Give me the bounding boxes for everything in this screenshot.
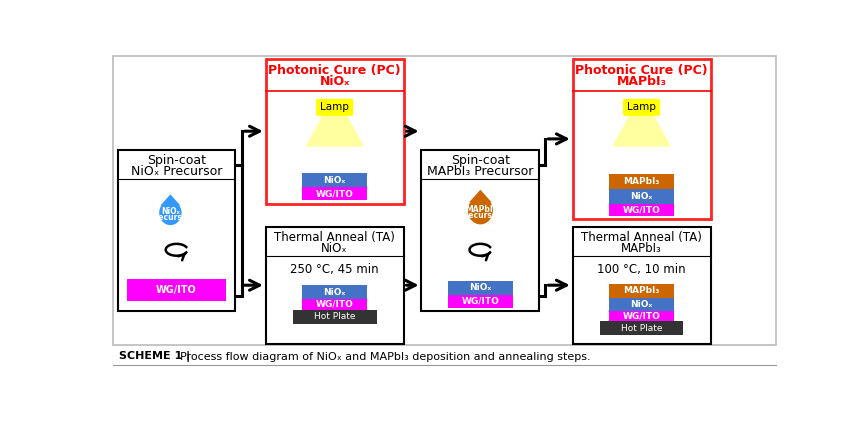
Text: precursor: precursor xyxy=(460,211,501,220)
Polygon shape xyxy=(612,114,671,147)
Bar xyxy=(302,285,368,299)
Text: WG/ITO: WG/ITO xyxy=(316,189,354,198)
Bar xyxy=(302,173,368,187)
Bar xyxy=(293,310,376,324)
Bar xyxy=(118,150,236,311)
Text: WG/ITO: WG/ITO xyxy=(623,311,661,320)
Text: MAPbI₃: MAPbI₃ xyxy=(465,204,496,213)
Text: 250 °C, 45 min: 250 °C, 45 min xyxy=(290,263,379,276)
Text: Photonic Cure (PC): Photonic Cure (PC) xyxy=(269,64,401,77)
Bar xyxy=(265,227,404,344)
Bar xyxy=(572,59,711,219)
Polygon shape xyxy=(160,194,180,205)
Text: Lamp: Lamp xyxy=(320,102,349,112)
Text: Thermal Anneal (TA): Thermal Anneal (TA) xyxy=(274,231,395,244)
Bar xyxy=(609,174,675,189)
Bar xyxy=(600,321,683,335)
Polygon shape xyxy=(305,114,364,147)
Text: NiOₓ Precursor: NiOₓ Precursor xyxy=(131,165,222,178)
Text: NiOₓ: NiOₓ xyxy=(469,283,492,292)
Text: NiOₓ: NiOₓ xyxy=(322,242,348,255)
Text: Lamp: Lamp xyxy=(627,102,656,112)
Text: Hot Plate: Hot Plate xyxy=(314,312,355,321)
Bar xyxy=(127,279,226,301)
Text: NiOₓ: NiOₓ xyxy=(161,207,179,216)
Text: NiOₓ: NiOₓ xyxy=(323,176,346,184)
Text: MAPbI₃ Precursor: MAPbI₃ Precursor xyxy=(427,165,533,178)
Bar xyxy=(609,311,675,321)
Bar xyxy=(609,297,675,311)
Bar xyxy=(265,59,404,204)
Text: Photonic Cure (PC): Photonic Cure (PC) xyxy=(576,64,707,77)
Bar xyxy=(609,189,675,204)
Text: Hot Plate: Hot Plate xyxy=(621,324,662,333)
Text: WG/ITO: WG/ITO xyxy=(623,205,661,214)
Text: NiOₓ: NiOₓ xyxy=(630,192,653,201)
Bar xyxy=(302,187,368,200)
Text: WG/ITO: WG/ITO xyxy=(156,285,197,295)
Text: SCHEME 1 |: SCHEME 1 | xyxy=(120,351,191,362)
Ellipse shape xyxy=(468,197,493,225)
Text: Thermal Anneal (TA): Thermal Anneal (TA) xyxy=(581,231,702,244)
Bar xyxy=(609,204,675,216)
Text: Spin-coat: Spin-coat xyxy=(147,154,206,167)
Text: NiOₓ: NiOₓ xyxy=(320,75,349,89)
Text: Process flow diagram of NiOₓ and MAPbI₃ deposition and annealing steps.: Process flow diagram of NiOₓ and MAPbI₃ … xyxy=(180,352,591,362)
Text: precursor: precursor xyxy=(149,213,192,222)
Text: MAPbI₃: MAPbI₃ xyxy=(621,242,662,255)
FancyBboxPatch shape xyxy=(623,99,660,116)
Ellipse shape xyxy=(160,201,181,225)
Text: NiOₓ: NiOₓ xyxy=(630,299,653,308)
Text: WG/ITO: WG/ITO xyxy=(461,297,499,306)
Bar xyxy=(609,285,675,297)
FancyBboxPatch shape xyxy=(316,99,353,116)
Text: MAPbI₃: MAPbI₃ xyxy=(623,286,660,296)
Bar xyxy=(572,227,711,344)
Text: WG/ITO: WG/ITO xyxy=(316,300,354,309)
Text: MAPbI₃: MAPbI₃ xyxy=(623,177,660,186)
Bar xyxy=(421,150,539,311)
Text: Spin-coat: Spin-coat xyxy=(451,154,510,167)
Bar xyxy=(113,56,776,345)
Bar xyxy=(448,295,513,308)
Polygon shape xyxy=(469,190,492,202)
Text: 100 °C, 10 min: 100 °C, 10 min xyxy=(597,263,686,276)
Text: MAPbI₃: MAPbI₃ xyxy=(616,75,667,89)
Text: NiOₓ: NiOₓ xyxy=(323,288,346,296)
Bar xyxy=(448,281,513,295)
Bar xyxy=(302,299,368,310)
